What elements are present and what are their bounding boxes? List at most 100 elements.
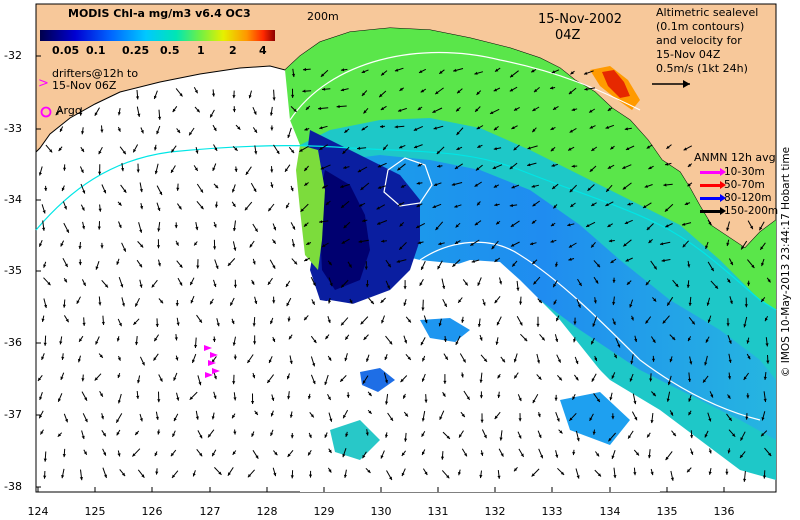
velocity-arrowhead xyxy=(553,205,557,209)
velocity-arrowhead xyxy=(285,283,289,287)
velocity-arrowhead xyxy=(80,169,84,173)
velocity-arrowhead xyxy=(510,243,515,247)
velocity-arrowhead xyxy=(648,166,652,169)
velocity-arrowhead xyxy=(325,201,330,205)
drifter-marker-legend: > xyxy=(38,76,49,91)
velocity-arrowhead xyxy=(98,302,102,306)
velocity-arrowhead xyxy=(438,323,442,327)
velocity-arrowhead xyxy=(605,125,609,129)
velocity-arrowhead xyxy=(509,165,513,170)
velocity-arrowhead xyxy=(519,301,523,305)
velocity-arrowhead xyxy=(59,128,63,132)
velocity-arrowhead xyxy=(133,149,137,153)
velocity-arrowhead xyxy=(490,111,494,114)
velocity-arrowhead xyxy=(456,108,460,112)
velocity-arrowhead xyxy=(232,342,236,346)
velocity-arrowhead xyxy=(610,146,614,150)
velocity-arrowhead xyxy=(531,184,535,188)
velocity-arrowhead xyxy=(319,220,323,224)
velocity-arrowhead xyxy=(589,125,594,129)
velocity-arrowhead xyxy=(63,167,67,171)
velocity-arrowhead xyxy=(497,375,501,379)
velocity-arrowhead xyxy=(155,416,159,420)
velocity-arrowhead xyxy=(571,164,575,168)
colorbar-tick: 0.05 xyxy=(52,44,80,57)
velocity-arrowhead xyxy=(592,323,596,327)
credit-label: © IMOS 10-May-2013 23:44:17 Hobart time xyxy=(780,146,792,378)
velocity-arrowhead xyxy=(57,433,62,437)
velocity-arrowhead xyxy=(462,359,466,363)
velocity-arrowhead xyxy=(59,341,63,345)
velocity-arrowhead xyxy=(320,73,325,77)
velocity-arrowhead xyxy=(287,396,291,400)
velocity-arrowhead xyxy=(361,70,366,73)
velocity-arrowhead xyxy=(366,358,369,362)
velocity-arrowhead xyxy=(252,261,256,265)
velocity-arrowhead xyxy=(400,184,405,188)
velocity-arrowhead xyxy=(575,360,579,365)
velocity-scale-label: 0.5m/s (1kt 24h) xyxy=(656,62,748,75)
lat-tick: -36 xyxy=(4,336,22,349)
velocity-arrowhead xyxy=(572,396,576,400)
velocity-arrowhead xyxy=(576,475,580,479)
velocity-arrowhead xyxy=(446,435,450,439)
velocity-arrowhead xyxy=(516,287,520,291)
velocity-arrowhead xyxy=(760,246,764,250)
velocity-arrowhead xyxy=(272,338,276,342)
velocity-arrowhead xyxy=(322,185,326,189)
chl-offshore-blue xyxy=(310,155,776,440)
velocity-arrowhead xyxy=(524,337,528,342)
velocity-arrowhead xyxy=(342,150,346,154)
velocity-arrowhead xyxy=(381,239,385,243)
velocity-arrowhead xyxy=(570,71,574,75)
velocity-arrowhead xyxy=(290,187,294,192)
velocity-arrowhead xyxy=(745,416,749,420)
velocity-arrowhead xyxy=(195,226,199,231)
velocity-arrowhead xyxy=(192,473,196,477)
velocity-arrowhead xyxy=(324,434,328,438)
velocity-arrowhead xyxy=(116,338,120,342)
velocity-arrowhead xyxy=(453,68,457,72)
velocity-arrowhead xyxy=(341,322,345,326)
velocity-arrowhead xyxy=(729,300,733,304)
velocity-arrowhead xyxy=(622,165,626,169)
velocity-arrowhead xyxy=(646,226,651,230)
velocity-arrowhead xyxy=(117,453,121,457)
velocity-arrowhead xyxy=(643,205,647,208)
velocity-arrowhead xyxy=(232,451,236,455)
velocity-arrowhead xyxy=(291,243,295,248)
velocity-arrowhead xyxy=(116,419,120,423)
velocity-arrowhead xyxy=(303,67,307,72)
velocity-arrowhead xyxy=(377,164,382,168)
velocity-arrowhead xyxy=(630,317,634,321)
velocity-arrowhead xyxy=(652,392,656,397)
velocity-arrowhead xyxy=(139,229,143,233)
colorbar-tick: 1 xyxy=(197,44,205,57)
velocity-arrowhead xyxy=(100,245,104,249)
velocity-arrowhead xyxy=(452,263,456,267)
velocity-arrowhead xyxy=(136,395,140,399)
velocity-arrowhead xyxy=(399,145,403,149)
velocity-arrowhead xyxy=(312,380,316,385)
velocity-arrowhead xyxy=(336,105,340,109)
velocity-arrowhead xyxy=(451,182,456,186)
velocity-arrowhead xyxy=(135,303,139,307)
velocity-arrowhead xyxy=(47,281,51,286)
velocity-arrowhead xyxy=(365,432,369,436)
velocity-arrowhead xyxy=(727,395,731,399)
velocity-arrowhead xyxy=(421,433,425,437)
velocity-arrowhead xyxy=(362,454,366,459)
velocity-arrowhead xyxy=(571,108,576,112)
velocity-arrowhead xyxy=(302,89,306,93)
velocity-arrowhead xyxy=(550,148,555,152)
velocity-arrowhead xyxy=(175,242,179,246)
velocity-arrowhead xyxy=(689,361,693,365)
velocity-arrowhead xyxy=(630,360,634,365)
velocity-arrowhead xyxy=(559,430,563,434)
velocity-arrowhead xyxy=(551,70,556,74)
lat-tick: -32 xyxy=(4,49,22,62)
velocity-arrowhead xyxy=(660,242,664,246)
velocity-arrowhead xyxy=(416,225,420,228)
velocity-arrowhead xyxy=(237,126,241,130)
velocity-arrowhead xyxy=(79,112,83,116)
